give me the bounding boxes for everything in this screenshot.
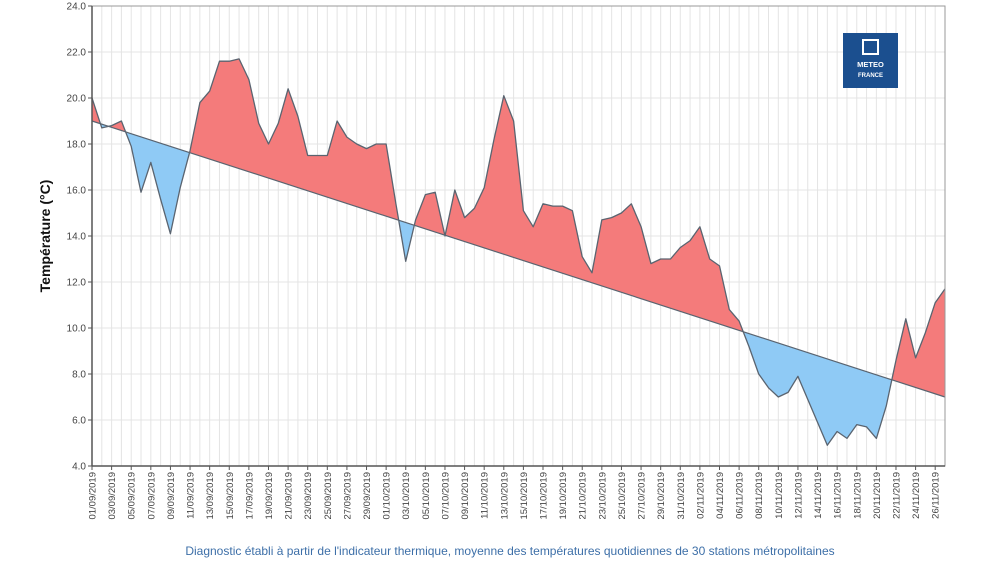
x-tick-label: 25/10/2019 — [617, 472, 628, 520]
grid — [91, 5, 946, 467]
logo-background — [843, 33, 898, 88]
x-tick-label: 05/10/2019 — [421, 472, 432, 520]
x-tick-label: 12/11/2019 — [793, 472, 804, 519]
x-tick-label: 31/10/2019 — [676, 472, 687, 520]
x-tick-label: 29/09/2019 — [362, 472, 373, 520]
x-tick-label: 17/09/2019 — [244, 472, 255, 520]
y-tick-label: 4.0 — [72, 462, 86, 473]
y-tick-label: 12.0 — [67, 278, 87, 289]
x-tick-label: 13/09/2019 — [205, 472, 216, 520]
logo-icon — [862, 39, 879, 55]
x-tick-label: 16/11/2019 — [833, 472, 844, 519]
x-tick-label: 21/10/2019 — [578, 472, 589, 520]
x-tick-label: 27/10/2019 — [637, 472, 648, 520]
y-tick-label: 14.0 — [67, 232, 87, 243]
x-tick-label: 14/11/2019 — [813, 472, 824, 519]
x-tick-label: 01/09/2019 — [88, 472, 99, 520]
x-tick-label: 24/11/2019 — [911, 472, 922, 519]
x-tick-label: 08/11/2019 — [754, 472, 765, 519]
x-tick-label: 25/09/2019 — [323, 472, 334, 520]
x-ticks: 01/09/2019 03/09/2019 05/09/2019 07/09/2019… — [88, 466, 942, 520]
y-tick-label: 18.0 — [67, 140, 87, 151]
x-tick-label: 11/09/2019 — [186, 472, 197, 519]
x-tick-label: 26/11/2019 — [931, 472, 942, 519]
y-tick-label: 24.0 — [67, 2, 87, 13]
y-tick-label: 8.0 — [72, 370, 86, 381]
x-tick-label: 02/11/2019 — [695, 472, 706, 519]
x-tick-label: 19/10/2019 — [558, 472, 569, 520]
x-tick-label: 22/11/2019 — [891, 472, 902, 519]
x-tick-label: 27/09/2019 — [342, 472, 353, 520]
y-ticks: 4.0 6.0 8.0 10.0 12.0 14.0 16.0 18.0 20.0 22.0 24.… — [67, 2, 92, 473]
x-tick-label: 20/11/2019 — [872, 472, 883, 519]
x-tick-label: 15/09/2019 — [225, 472, 236, 520]
x-tick-label: 09/09/2019 — [166, 472, 177, 520]
logo-line2: FRANCE — [858, 73, 883, 79]
x-tick-label: 23/09/2019 — [303, 472, 314, 520]
x-tick-label: 09/10/2019 — [460, 472, 471, 520]
x-tick-label: 13/10/2019 — [499, 472, 510, 520]
x-tick-label: 23/10/2019 — [597, 472, 608, 520]
x-tick-label: 29/10/2019 — [656, 472, 667, 520]
y-tick-label: 20.0 — [67, 94, 87, 105]
x-tick-label: 07/09/2019 — [146, 472, 157, 520]
x-tick-label: 05/09/2019 — [127, 472, 138, 520]
y-tick-label: 6.0 — [72, 416, 86, 427]
x-tick-label: 21/09/2019 — [284, 472, 295, 520]
y-tick-label: 16.0 — [67, 186, 87, 197]
meteo-france-logo: METEO FRANCE — [843, 33, 898, 88]
x-tick-label: 03/10/2019 — [401, 472, 412, 520]
y-tick-label: 10.0 — [67, 324, 87, 335]
y-axis-label: Température (°C) — [37, 180, 53, 293]
x-tick-label: 01/10/2019 — [382, 472, 393, 520]
x-tick-label: 03/09/2019 — [107, 472, 118, 520]
x-tick-label: 11/10/2019 — [480, 472, 491, 519]
x-tick-label: 06/11/2019 — [735, 472, 746, 519]
temperature-line — [91, 58, 946, 446]
above-normal-area — [92, 58, 945, 397]
x-tick-label: 18/11/2019 — [852, 472, 863, 519]
x-tick-label: 04/11/2019 — [715, 472, 726, 519]
logo-line1: METEO — [857, 60, 884, 69]
normal-line — [91, 120, 946, 398]
x-tick-label: 17/10/2019 — [539, 472, 550, 520]
x-tick-label: 07/10/2019 — [440, 472, 451, 520]
x-tick-label: 19/09/2019 — [264, 472, 275, 520]
chart-caption: Diagnostic établi à partir de l'indicate… — [185, 544, 834, 558]
x-tick-label: 15/10/2019 — [519, 472, 530, 520]
y-tick-label: 22.0 — [67, 48, 87, 59]
x-tick-label: 10/11/2019 — [774, 472, 785, 519]
